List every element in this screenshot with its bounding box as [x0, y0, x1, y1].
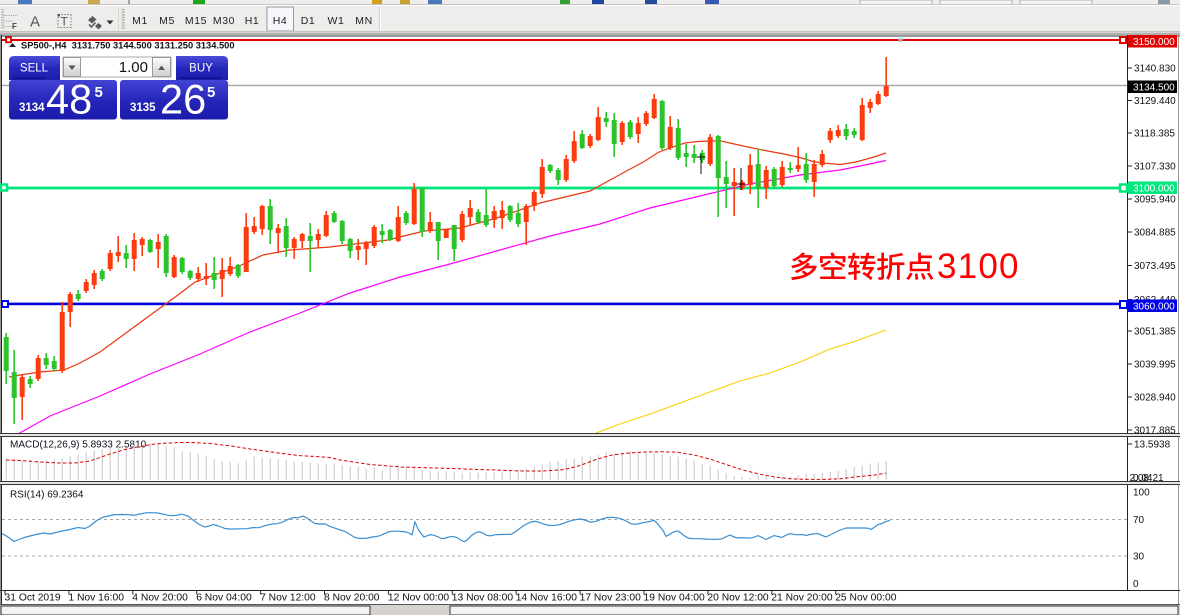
- svg-text:7 Nov 12:00: 7 Nov 12:00: [260, 593, 316, 604]
- svg-text:MN: MN: [355, 15, 373, 27]
- svg-text:3107.330: 3107.330: [1134, 162, 1176, 173]
- svg-text:3039.995: 3039.995: [1134, 360, 1176, 371]
- svg-text:3095.940: 3095.940: [1134, 195, 1176, 206]
- svg-text:25 Nov 00:00: 25 Nov 00:00: [835, 593, 897, 604]
- svg-text:M15: M15: [185, 15, 207, 27]
- svg-text:12 Nov 00:00: 12 Nov 00:00: [388, 593, 450, 604]
- svg-text:70: 70: [1133, 515, 1145, 526]
- svg-text:6 Nov 04:00: 6 Nov 04:00: [196, 593, 252, 604]
- svg-text:48: 48: [46, 76, 92, 123]
- svg-text:T: T: [61, 15, 69, 29]
- svg-text:M30: M30: [213, 15, 235, 27]
- svg-text:1.00: 1.00: [119, 59, 148, 76]
- svg-text:2.08: 2.08: [1130, 473, 1150, 484]
- svg-text:M1: M1: [132, 15, 148, 27]
- svg-text:3084.885: 3084.885: [1134, 228, 1176, 239]
- svg-text:SP500-,H4 3131.750 3144.500 3: SP500-,H4 3131.750 3144.500 3131.250 313…: [21, 41, 235, 51]
- svg-text:20 Nov 12:00: 20 Nov 12:00: [707, 593, 769, 604]
- svg-text:17 Nov 23:00: 17 Nov 23:00: [580, 593, 642, 604]
- svg-text:3100.000: 3100.000: [1133, 184, 1175, 195]
- svg-text:RSI(14) 69.2364: RSI(14) 69.2364: [10, 490, 84, 501]
- svg-text:3028.940: 3028.940: [1134, 393, 1176, 404]
- svg-text:0.0421: 0.0421: [1133, 473, 1164, 484]
- svg-text:26: 26: [160, 76, 206, 123]
- svg-text:0: 0: [1133, 579, 1139, 590]
- svg-text:3135: 3135: [130, 102, 156, 114]
- svg-text:3073.495: 3073.495: [1134, 261, 1176, 272]
- svg-text:3134: 3134: [19, 102, 45, 114]
- svg-text:3017.885: 3017.885: [1134, 426, 1176, 437]
- svg-text:3118.385: 3118.385: [1134, 129, 1175, 140]
- svg-text:3060.000: 3060.000: [1133, 302, 1175, 313]
- svg-text:3100: 3100: [937, 247, 1020, 286]
- svg-text:3051.385: 3051.385: [1134, 327, 1176, 338]
- svg-text:H4: H4: [273, 15, 288, 27]
- svg-text:31 Oct 2019: 31 Oct 2019: [5, 593, 61, 604]
- svg-text:13.5938: 13.5938: [1134, 440, 1171, 451]
- svg-text:4 Nov 20:00: 4 Nov 20:00: [132, 593, 188, 604]
- svg-text:21 Nov 20:00: 21 Nov 20:00: [771, 593, 833, 604]
- svg-text:1 Nov 16:00: 1 Nov 16:00: [68, 593, 124, 604]
- svg-text:100: 100: [1133, 488, 1150, 499]
- svg-text:14 Nov 16:00: 14 Nov 16:00: [516, 593, 578, 604]
- svg-text:F: F: [12, 22, 17, 31]
- svg-text:5: 5: [95, 84, 103, 101]
- svg-text:MACD(12,26,9) 5.8933 2.5810: MACD(12,26,9) 5.8933 2.5810: [10, 440, 147, 451]
- svg-text:M5: M5: [159, 15, 175, 27]
- svg-text:19 Nov 04:00: 19 Nov 04:00: [644, 593, 706, 604]
- svg-text:H1: H1: [245, 15, 260, 27]
- svg-text:3129.440: 3129.440: [1134, 96, 1176, 107]
- svg-text:3150.000: 3150.000: [1133, 37, 1175, 48]
- svg-text:3140.830: 3140.830: [1134, 64, 1176, 75]
- svg-text:30: 30: [1133, 552, 1145, 563]
- svg-text:BUY: BUY: [189, 63, 213, 75]
- svg-text:3134.500: 3134.500: [1133, 83, 1175, 94]
- svg-text:13 Nov 08:00: 13 Nov 08:00: [452, 593, 514, 604]
- svg-text:D1: D1: [301, 15, 316, 27]
- svg-text:5: 5: [207, 84, 215, 101]
- svg-text:W1: W1: [328, 15, 345, 27]
- svg-text:8 Nov 20:00: 8 Nov 20:00: [324, 593, 380, 604]
- svg-text:A: A: [30, 14, 40, 31]
- svg-text:SELL: SELL: [20, 63, 49, 75]
